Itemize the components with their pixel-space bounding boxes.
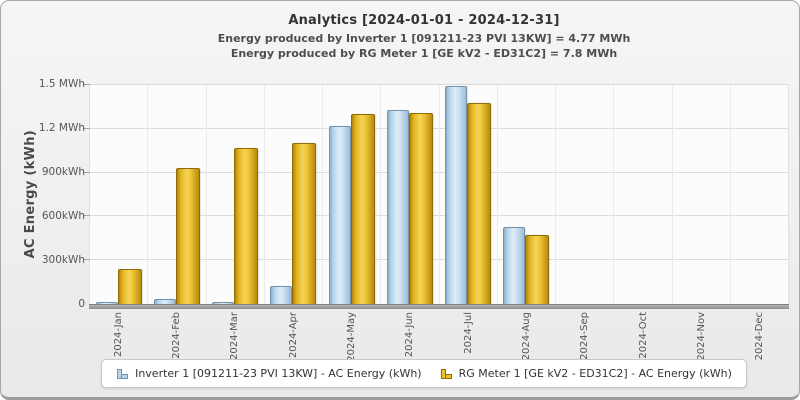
bar-series2-2024-Jun[interactable] (408, 113, 433, 304)
gridline-1500 (90, 84, 788, 85)
bar-series2-2024-Jan[interactable] (117, 268, 142, 304)
x-label-cell-2024-Oct: 2024-Oct (614, 312, 672, 360)
x-label-2024-Apr: 2024-Apr (287, 312, 299, 359)
x-label-2024-Dec: 2024-Dec (754, 312, 766, 361)
x-axis-baseline (89, 304, 789, 309)
y-tick-label-900: 900kWh (41, 166, 85, 178)
month-group-2024-May (323, 85, 382, 304)
x-label-cell-2024-Feb: 2024-Feb (147, 312, 205, 360)
bar-series2-2024-Jul[interactable] (467, 103, 492, 304)
month-group-2024-Jul (440, 85, 498, 304)
subtitle-meter-total: Energy produced by RG Meter 1 [GE kV2 - … (230, 47, 618, 60)
x-label-cell-2024-Apr: 2024-Apr (264, 312, 322, 360)
y-tickmark-900 (83, 171, 90, 173)
bar-series2-2024-Aug[interactable] (525, 235, 550, 304)
bar-series1-2024-Jul[interactable] (445, 86, 468, 304)
x-label-cell-2024-Aug: 2024-Aug (497, 312, 555, 360)
chart-title: Analytics [2024-01-01 - 2024-12-31] (288, 13, 560, 28)
x-label-2024-May: 2024-May (345, 312, 357, 362)
month-group-2024-Feb (148, 85, 207, 304)
x-label-cell-2024-Sep: 2024-Sep (556, 312, 614, 360)
month-group-2024-Apr (265, 85, 323, 304)
y-tickmark-300 (83, 259, 90, 261)
month-group-2024-Jun (381, 85, 440, 304)
legend-item-series1[interactable]: Inverter 1 [091211-23 PVI 13KW] - AC Ene… (116, 367, 422, 380)
y-tick-label-1200: 1.2 MWh (38, 122, 85, 134)
legend: Inverter 1 [091211-23 PVI 13KW] - AC Ene… (101, 359, 747, 388)
bar-series1-2024-Aug[interactable] (503, 226, 526, 304)
month-group-2024-Jan (90, 85, 149, 304)
bar-series1-2024-May[interactable] (328, 125, 351, 304)
month-group-2024-Mar (207, 85, 265, 304)
x-label-cell-2024-Mar: 2024-Mar (206, 312, 264, 360)
y-tickmark-1500 (83, 84, 90, 85)
month-group-2024-Sep (556, 85, 615, 304)
bar-series2-2024-May[interactable] (350, 114, 375, 304)
x-axis-labels: 2024-Jan 2024-Feb 2024-Mar 2024-Apr 2024-May… (89, 312, 789, 362)
bar-series1-2024-Feb[interactable] (153, 298, 176, 304)
bars-layer (90, 85, 788, 304)
bar-series2-2024-Feb[interactable] (175, 168, 200, 304)
x-label-cell-2024-May: 2024-May (322, 312, 380, 362)
x-label-2024-Jun: 2024-Jun (404, 312, 416, 358)
x-label-2024-Nov: 2024-Nov (695, 312, 707, 361)
bar-series1-2024-Mar[interactable] (212, 302, 235, 304)
legend-label-series2: RG Meter 1 [GE kV2 - ED31C2] - AC Energy… (458, 367, 732, 380)
x-label-2024-Sep: 2024-Sep (579, 312, 591, 360)
y-tick-label-300: 300kWh (41, 254, 85, 266)
x-label-2024-Feb: 2024-Feb (170, 312, 182, 359)
legend-label-series1: Inverter 1 [091211-23 PVI 13KW] - AC Ene… (135, 367, 422, 380)
x-label-cell-2024-Nov: 2024-Nov (672, 312, 730, 361)
legend-item-series2[interactable]: RG Meter 1 [GE kV2 - ED31C2] - AC Energy… (440, 367, 732, 380)
month-group-2024-Aug (498, 85, 556, 304)
x-label-2024-Oct: 2024-Oct (637, 312, 649, 359)
x-label-cell-2024-Jul: 2024-Jul (439, 312, 497, 360)
y-tick-label-600: 600kWh (41, 210, 85, 222)
y-tickmark-1200 (83, 127, 90, 129)
x-label-cell-2024-Jun: 2024-Jun (381, 312, 439, 360)
x-label-2024-Mar: 2024-Mar (229, 312, 241, 360)
subtitle-inverter-total: Energy produced by Inverter 1 [091211-23… (217, 32, 631, 45)
chart-subtitle: Energy produced by Inverter 1 [091211-23… (61, 31, 787, 61)
x-label-cell-2024-Dec: 2024-Dec (731, 312, 789, 360)
bar-series1-2024-Apr[interactable] (270, 286, 293, 304)
month-group-2024-Nov (673, 85, 731, 304)
chart-header: Analytics [2024-01-01 - 2024-12-31] Ener… (61, 13, 787, 61)
bar-series1-2024-Jun[interactable] (386, 109, 409, 304)
y-tickmark-600 (83, 215, 90, 217)
bar-series2-2024-Apr[interactable] (292, 143, 317, 304)
y-tick-label-1500: 1.5 MWh (38, 78, 85, 90)
y-axis-title: AC Energy (kWh) (22, 129, 38, 259)
month-group-2024-Dec (731, 85, 788, 304)
bar-series1-2024-Jan[interactable] (95, 302, 118, 304)
month-group-2024-Oct (614, 85, 673, 304)
plot-area (83, 84, 789, 309)
x-label-2024-Aug: 2024-Aug (520, 312, 532, 361)
bar-series2-2024-Mar[interactable] (234, 147, 259, 304)
legend-column-icon-series1 (117, 369, 129, 379)
x-label-2024-Jan: 2024-Jan (112, 312, 124, 358)
y-tick-label-0: 0 (78, 298, 85, 310)
x-label-2024-Jul: 2024-Jul (462, 312, 474, 354)
legend-column-icon-series2 (440, 369, 452, 379)
legend-wrap: Inverter 1 [091211-23 PVI 13KW] - AC Ene… (61, 359, 787, 388)
x-label-cell-2024-Jan: 2024-Jan (89, 312, 147, 360)
